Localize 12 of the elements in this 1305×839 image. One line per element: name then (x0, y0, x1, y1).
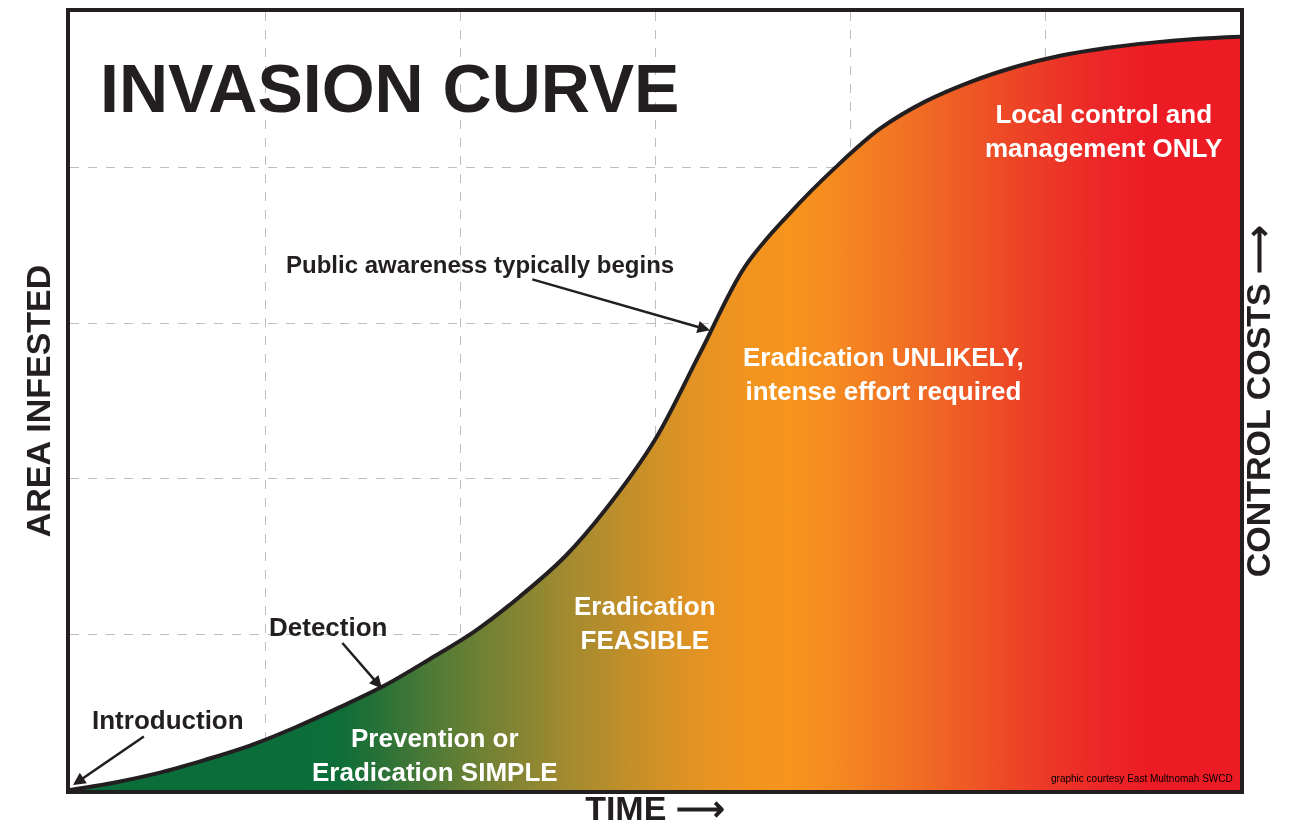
annotation: Introduction (92, 705, 244, 735)
annotation: Eradication FEASIBLE (574, 591, 716, 655)
chart-title: INVASION CURVE (100, 50, 680, 127)
annotation: Prevention or Eradication SIMPLE (312, 723, 558, 787)
y-axis-title: AREA INFESTED (19, 264, 58, 538)
annotation: graphic courtesy East Multnomah SWCD (1051, 773, 1233, 784)
y2-axis-title: CONTROL COSTS ⟶ (1239, 224, 1278, 578)
annotation: Eradication UNLIKELY, intense effort required (743, 342, 1024, 406)
annotation: Public awareness typically begins (286, 251, 675, 278)
annotation: Detection (269, 612, 388, 642)
x-axis-title: TIME ⟶ (585, 788, 725, 827)
annotation: Local control and management ONLY (985, 99, 1223, 163)
